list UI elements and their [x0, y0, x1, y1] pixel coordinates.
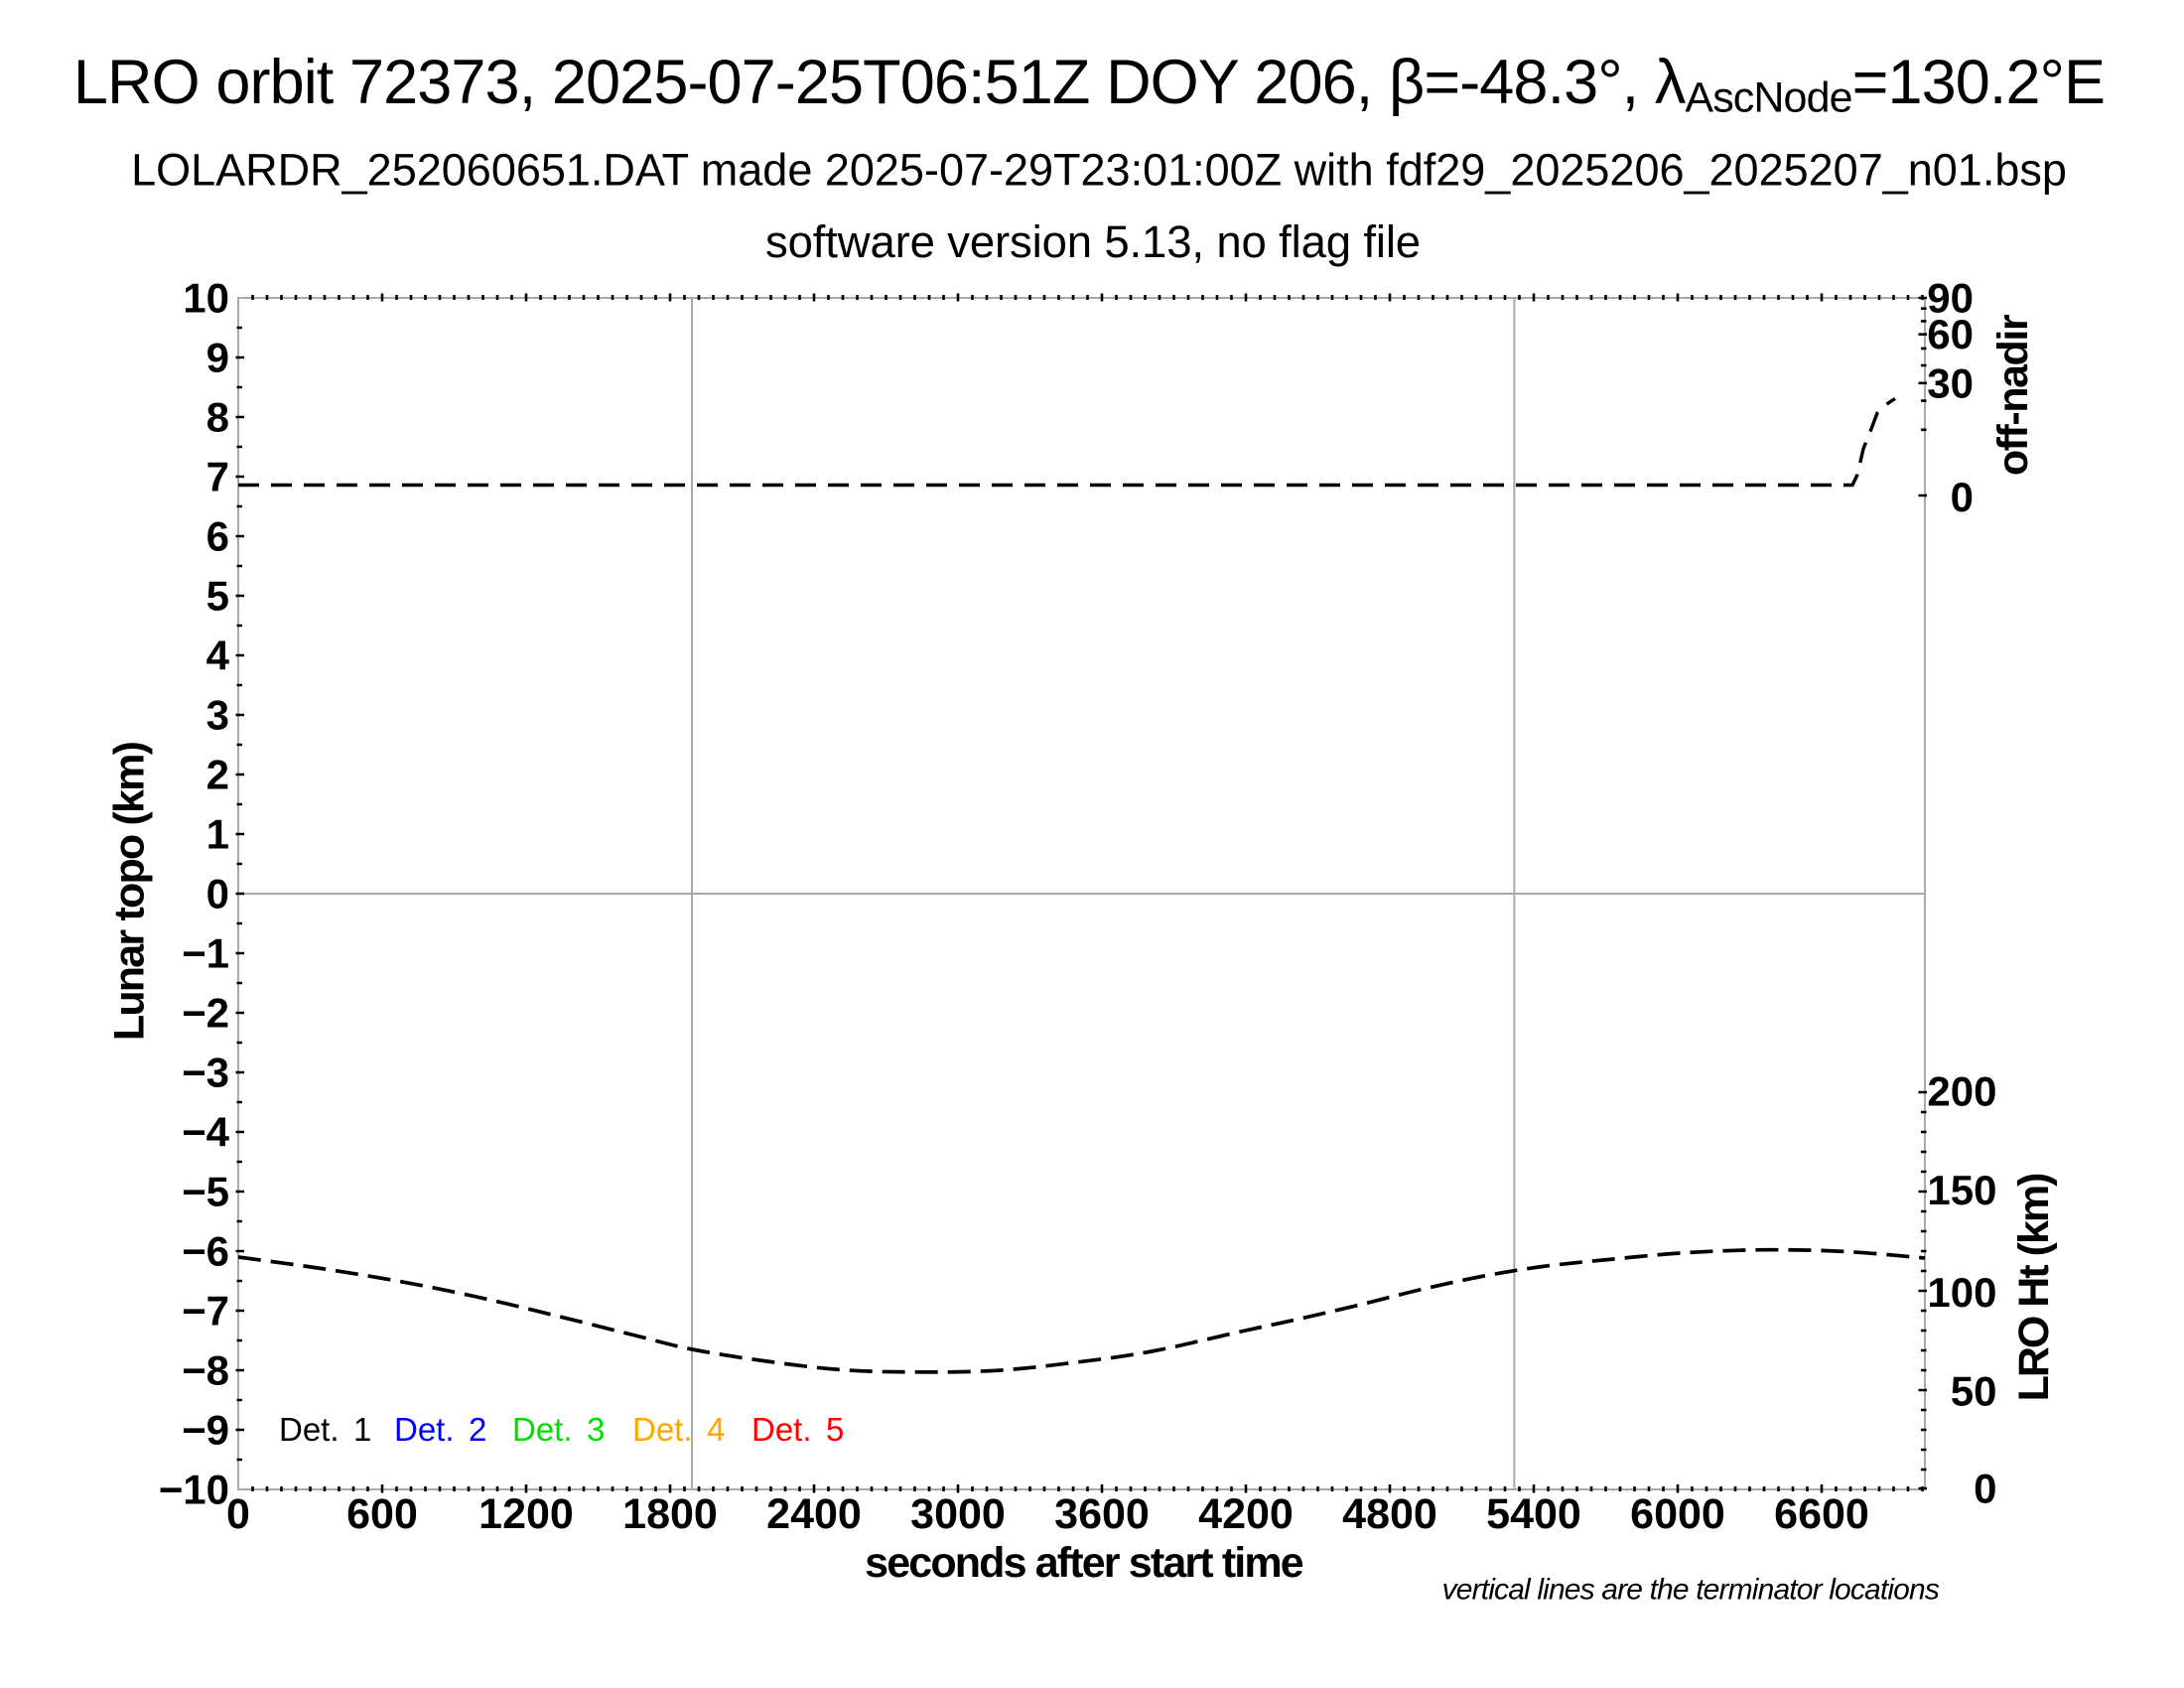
svg-text:−5: −5 [182, 1169, 229, 1215]
svg-text:LOLARDR_252060651.DAT made 202: LOLARDR_252060651.DAT made 2025-07-29T23… [131, 145, 2067, 196]
svg-text:−8: −8 [182, 1347, 229, 1394]
svg-text:1200: 1200 [478, 1490, 574, 1538]
svg-text:−1: −1 [182, 930, 229, 977]
svg-text:Lunar topo (km): Lunar topo (km) [106, 742, 154, 1041]
svg-text:−4: −4 [182, 1109, 230, 1156]
svg-text:off-nadir: off-nadir [1989, 314, 2037, 476]
svg-text:−7: −7 [182, 1288, 229, 1335]
svg-text:−10: −10 [159, 1467, 229, 1513]
svg-text:Det.3: Det. 3 [512, 1411, 605, 1448]
svg-text:4200: 4200 [1198, 1490, 1294, 1538]
svg-text:600: 600 [346, 1490, 418, 1538]
svg-text:6600: 6600 [1774, 1490, 1869, 1538]
svg-text:2400: 2400 [766, 1490, 862, 1538]
svg-text:3000: 3000 [910, 1490, 1006, 1538]
svg-text:−9: −9 [182, 1407, 229, 1454]
svg-text:1: 1 [206, 811, 229, 858]
svg-text:2: 2 [206, 752, 229, 798]
svg-text:6: 6 [206, 513, 229, 560]
svg-text:3: 3 [206, 692, 229, 739]
svg-text:6000: 6000 [1630, 1490, 1725, 1538]
svg-text:90: 90 [1927, 275, 1974, 322]
svg-text:Det.1: Det. 1 [279, 1411, 371, 1448]
svg-text:LRO orbit 72373, 2025-07-25T06: LRO orbit 72373, 2025-07-25T06:51Z DOY 2… [73, 48, 2105, 122]
svg-text:200: 200 [1927, 1068, 1996, 1115]
svg-text:vertical lines are the termina: vertical lines are the terminator locati… [1442, 1574, 1940, 1607]
svg-text:−3: −3 [182, 1050, 229, 1096]
svg-text:seconds after start time: seconds after start time [865, 1539, 1303, 1587]
svg-text:4800: 4800 [1342, 1490, 1437, 1538]
svg-text:7: 7 [206, 454, 229, 500]
svg-text:60: 60 [1927, 311, 1974, 357]
svg-text:4: 4 [206, 633, 230, 679]
svg-text:0: 0 [1974, 1466, 1996, 1512]
svg-text:−2: −2 [182, 990, 229, 1037]
svg-text:0: 0 [206, 871, 229, 917]
svg-text:10: 10 [183, 275, 229, 322]
svg-text:Det.5: Det. 5 [751, 1411, 844, 1448]
svg-text:Det.2: Det. 2 [394, 1411, 486, 1448]
svg-text:Det.4: Det. 4 [632, 1411, 725, 1448]
svg-text:100: 100 [1927, 1269, 1996, 1316]
svg-text:5400: 5400 [1486, 1490, 1581, 1538]
svg-text:LRO Ht (km): LRO Ht (km) [2010, 1174, 2058, 1402]
svg-text:1800: 1800 [622, 1490, 718, 1538]
svg-text:3600: 3600 [1054, 1490, 1150, 1538]
svg-text:8: 8 [206, 394, 229, 441]
svg-text:0: 0 [226, 1490, 250, 1538]
svg-text:30: 30 [1927, 359, 1974, 406]
svg-text:9: 9 [206, 335, 229, 381]
svg-text:150: 150 [1927, 1167, 1996, 1213]
svg-text:50: 50 [1951, 1368, 1997, 1415]
svg-text:0: 0 [1951, 474, 1974, 520]
svg-text:software version 5.13, no flag: software version 5.13, no flag file [765, 216, 1421, 267]
svg-text:5: 5 [206, 573, 229, 620]
svg-text:−6: −6 [182, 1228, 229, 1275]
